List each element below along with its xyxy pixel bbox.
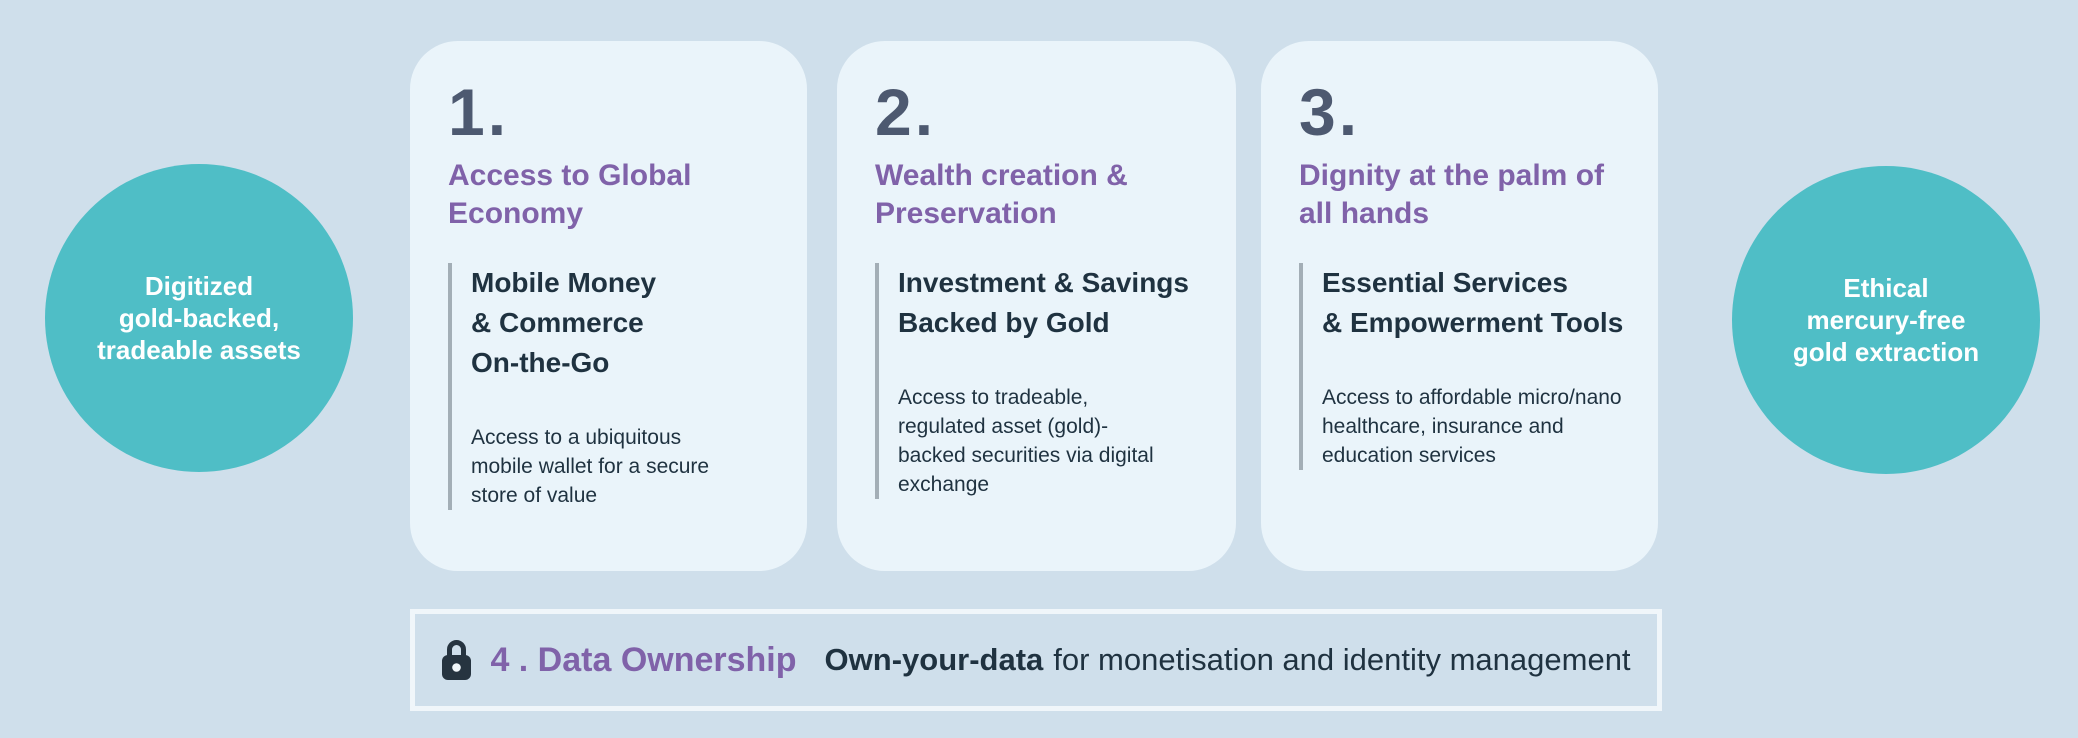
right-circle-label: Ethical mercury-free gold extraction [1792,273,1980,367]
card-title: Access to Global Economy [448,159,692,230]
card-title: Wealth creation & Preservation [875,159,1128,230]
card-description: Access to tradeable, regulated asset (go… [898,386,1154,496]
banner-text: for monetisation and identity management [1053,642,1631,677]
banner-emphasis: Own-your-data [824,642,1044,677]
card-subtitle: Mobile Money & Commerce On-the-Go [471,267,657,378]
banner-content: 4 . Data Ownership Own-your-data for mon… [441,638,1631,682]
card-access-to-global-economy: 1. Access to Global Economy Mobile Money… [410,41,807,571]
banner-title: 4 . Data Ownership [490,640,797,679]
card-wealth-creation-preservation: 2. Wealth creation & Preservation Invest… [837,41,1236,571]
card-detail-block: Mobile Money & Commerce On-the-Go Access… [448,263,777,510]
card-detail-block: Essential Services & Empowerment Tools A… [1299,263,1628,470]
data-ownership-banner: 4 . Data Ownership Own-your-data for mon… [410,609,1662,711]
left-benefit-circle: Digitized gold-backed, tradeable assets [45,164,353,472]
card-detail-block: Investment & Savings Backed by Gold Acce… [875,263,1206,499]
lock-icon [442,640,472,680]
card-number: 2. [875,75,937,149]
card-number: 3. [1299,75,1361,149]
card-description: Access to a ubiquitous mobile wallet for… [471,426,710,507]
card-dignity-at-palm: 3. Dignity at the palm of all hands Esse… [1261,41,1658,571]
card-description: Access to affordable micro/nano healthca… [1322,386,1622,467]
right-benefit-circle: Ethical mercury-free gold extraction [1732,166,2040,474]
card-subtitle: Essential Services & Empowerment Tools [1322,267,1624,338]
card-subtitle: Investment & Savings Backed by Gold [898,267,1189,338]
card-number: 1. [448,75,510,149]
left-circle-label: Digitized gold-backed, tradeable assets [97,271,301,365]
card-title: Dignity at the palm of all hands [1299,159,1605,230]
